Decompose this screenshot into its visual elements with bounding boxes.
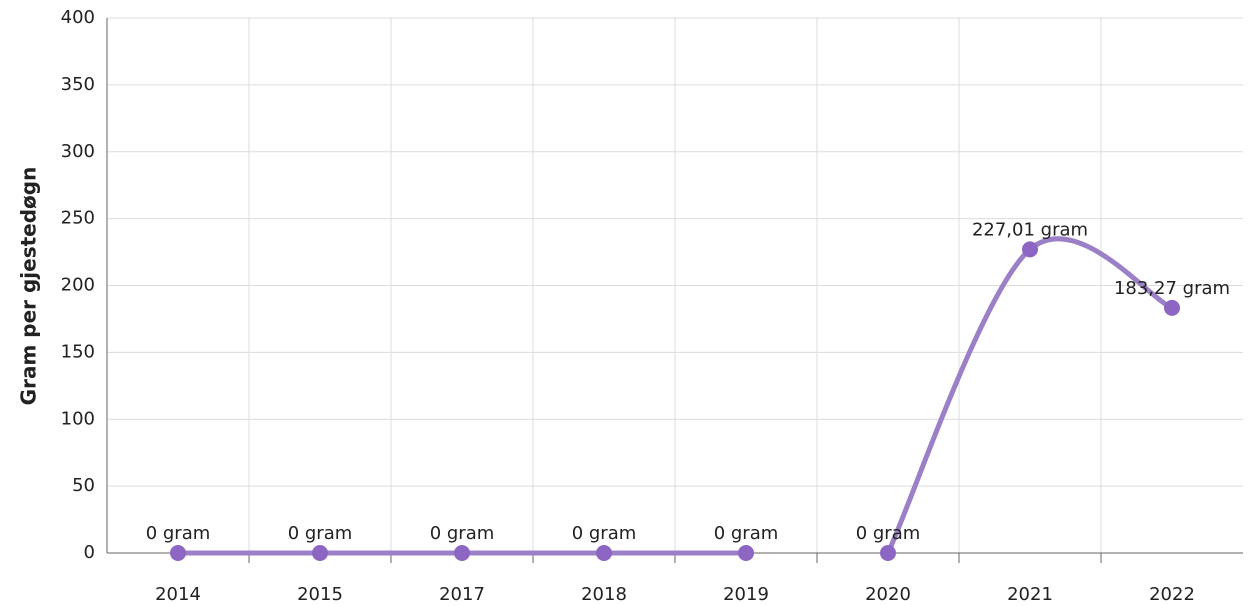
data-label: 183,27 gram [1114,278,1230,299]
marker [596,545,612,561]
y-tick-label: 0 [84,542,95,563]
y-tick-label: 50 [72,475,95,496]
x-tick-label: 2017 [439,584,485,605]
marker [454,545,470,561]
y-tick-label: 400 [61,7,95,28]
data-label: 0 gram [714,523,779,544]
x-tick-label: 2021 [1007,584,1053,605]
y-axis-title: Gram per gjestedøgn [17,167,41,406]
marker [170,545,186,561]
marker [1164,299,1180,316]
data-label: 227,01 gram [972,219,1088,240]
x-tick-label: 2018 [581,584,627,605]
data-label: 0 gram [856,523,921,544]
y-tick-label: 100 [61,408,95,429]
x-tick-label: 2022 [1149,584,1195,605]
data-label: 0 gram [146,523,211,544]
data-label: 0 gram [430,523,495,544]
marker [1022,241,1038,258]
marker [312,545,328,561]
y-tick-label: 300 [61,141,95,162]
data-label: 0 gram [572,523,637,544]
x-tick-label: 2015 [297,584,343,605]
y-tick-label: 150 [61,341,95,362]
line [885,236,1175,556]
y-tick-label: 200 [61,275,95,296]
marker [880,545,896,561]
x-tick-label: 2014 [155,584,201,605]
x-tick-label: 2020 [865,584,911,605]
data-label: 0 gram [288,523,353,544]
y-tick-label: 350 [61,74,95,95]
marker [738,545,754,561]
y-tick-label: 250 [61,208,95,229]
x-tick-label: 2019 [723,584,769,605]
